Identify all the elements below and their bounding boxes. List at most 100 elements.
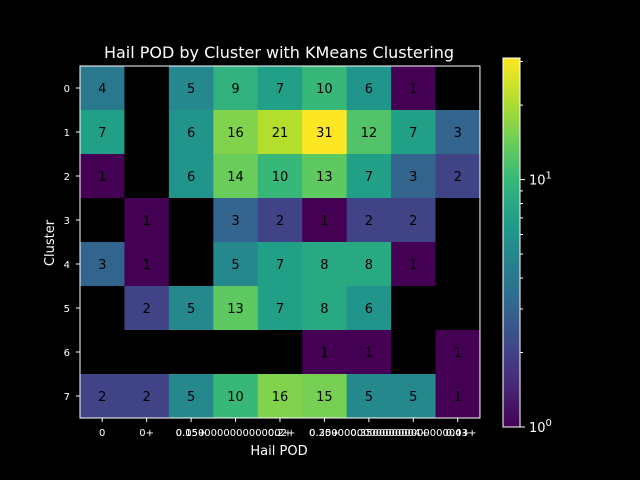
heatmap-cell-value: 1 <box>143 258 151 273</box>
heatmap-cell <box>80 66 125 111</box>
heatmap-cell <box>80 110 125 155</box>
colorbar <box>502 57 521 428</box>
heatmap-cell-value: 1 <box>320 214 328 229</box>
heatmap-cell <box>213 374 259 419</box>
heatmap-cell <box>168 110 214 155</box>
y-axis-label: Cluster <box>43 219 58 266</box>
y-tick-label: 6 <box>64 348 70 359</box>
heatmap-cell <box>213 66 259 111</box>
heatmap-cell-value: 5 <box>187 82 195 97</box>
heatmap-cell-empty <box>124 66 170 111</box>
y-tick-label: 1 <box>64 128 70 139</box>
heatmap-cell <box>257 242 303 287</box>
heatmap-cell-value: 5 <box>187 390 195 405</box>
y-tick-label: 2 <box>64 172 70 183</box>
heatmap-cell <box>80 374 125 419</box>
heatmap-cell-empty <box>391 286 437 331</box>
heatmap-cell <box>302 66 348 111</box>
heatmap-cell-value: 5 <box>187 302 195 317</box>
heatmap-cell-empty <box>124 330 170 375</box>
heatmap-cell <box>346 198 392 243</box>
heatmap-cell-empty <box>213 330 259 375</box>
heatmap-cell <box>302 154 348 199</box>
heatmap-cell-value: 10 <box>272 170 289 185</box>
heatmap-cell-value: 3 <box>454 126 462 141</box>
heatmap-cell-empty <box>168 242 214 287</box>
heatmap-cell-value: 7 <box>365 170 373 185</box>
heatmap-cell-value: 2 <box>98 390 106 405</box>
heatmap-cell-value: 1 <box>320 346 328 361</box>
heatmap-cell <box>302 242 348 287</box>
heatmap-cell-value: 6 <box>365 302 373 317</box>
heatmap-cell-empty <box>80 330 125 375</box>
heatmap-cell-empty <box>168 330 214 375</box>
heatmap-cell <box>391 374 437 419</box>
heatmap-cell <box>257 154 303 199</box>
heatmap-cell <box>257 374 303 419</box>
heatmap-cell <box>124 198 170 243</box>
heatmap-cell-value: 8 <box>320 302 328 317</box>
heatmap-cell-value: 6 <box>187 170 195 185</box>
x-tick-label: 0.2+ <box>268 428 292 439</box>
heatmap-cell-value: 2 <box>409 214 417 229</box>
heatmap-cell <box>168 286 214 331</box>
y-tick-label: 5 <box>64 304 70 315</box>
heatmap-cell-value: 1 <box>409 258 417 273</box>
heatmap-cell-labels: 4 5 9 7 10 6 17 6 16 21 31 12 7 31 6 14 10 13 7 3 21 3 2 1 2 23 1 5… <box>98 82 462 405</box>
heatmap-cell-value: 3 <box>231 214 239 229</box>
heatmap-cell <box>346 66 392 111</box>
heatmap-cell-value: 5 <box>365 390 373 405</box>
heatmap-cell-value: 15 <box>316 390 333 405</box>
heatmap-cell <box>213 154 259 199</box>
heatmap-cell-value: 1 <box>454 346 462 361</box>
heatmap-cells <box>80 66 481 419</box>
heatmap-cell <box>168 374 214 419</box>
heatmap-cell <box>391 66 437 111</box>
chart-title: Hail POD by Cluster with KMeans Clusteri… <box>104 43 454 62</box>
heatmap-cell <box>257 110 303 155</box>
heatmap-cell-value: 4 <box>98 82 106 97</box>
heatmap-cell-value: 8 <box>320 258 328 273</box>
heatmap-cell-value: 2 <box>143 390 151 405</box>
heatmap-cell <box>257 286 303 331</box>
heatmap-cell-value: 9 <box>231 82 239 97</box>
heatmap-cell <box>435 154 481 199</box>
heatmap-cell <box>168 66 214 111</box>
heatmap-cell-value: 7 <box>276 258 284 273</box>
x-tick-label: 0.3000000000000004+ <box>309 428 429 439</box>
heatmap-cell-value: 13 <box>316 170 333 185</box>
heatmap-cell <box>346 154 392 199</box>
y-tick-label: 7 <box>64 392 70 403</box>
heatmap-cell <box>80 154 125 199</box>
heatmap-cell <box>346 330 392 375</box>
heatmap-cell-value: 1 <box>409 82 417 97</box>
heatmap-cell-empty <box>80 286 125 331</box>
heatmap-cell-value: 3 <box>98 258 106 273</box>
heatmap-cell <box>346 110 392 155</box>
heatmap-cell <box>213 286 259 331</box>
x-tick-label: 0.05+ <box>176 428 207 439</box>
heatmap-cell-value: 16 <box>227 126 244 141</box>
heatmap-cell-value: 6 <box>187 126 195 141</box>
heatmap-cell <box>391 242 437 287</box>
heatmap-cell-value: 14 <box>227 170 244 185</box>
heatmap-cell <box>213 110 259 155</box>
heatmap-cell <box>435 110 481 155</box>
heatmap-cell-value: 2 <box>365 214 373 229</box>
heatmap-cell <box>346 242 392 287</box>
heatmap-cell <box>124 374 170 419</box>
x-tick-label: 0.35000000000000003+ <box>350 428 476 439</box>
heatmap-cell-empty <box>435 242 481 287</box>
heatmap-cell-empty <box>435 198 481 243</box>
heatmap-cell <box>302 286 348 331</box>
y-tick-label: 3 <box>64 216 70 227</box>
heatmap-cell-empty <box>124 110 170 155</box>
heatmap-cell-value: 10 <box>227 390 244 405</box>
heatmap-cell-empty <box>80 198 125 243</box>
heatmap-cell-value: 10 <box>316 82 333 97</box>
heatmap-cell <box>213 242 259 287</box>
y-tick-label: 4 <box>64 260 70 271</box>
heatmap-cell-value: 2 <box>143 302 151 317</box>
heatmap-cell-value: 21 <box>272 126 289 141</box>
